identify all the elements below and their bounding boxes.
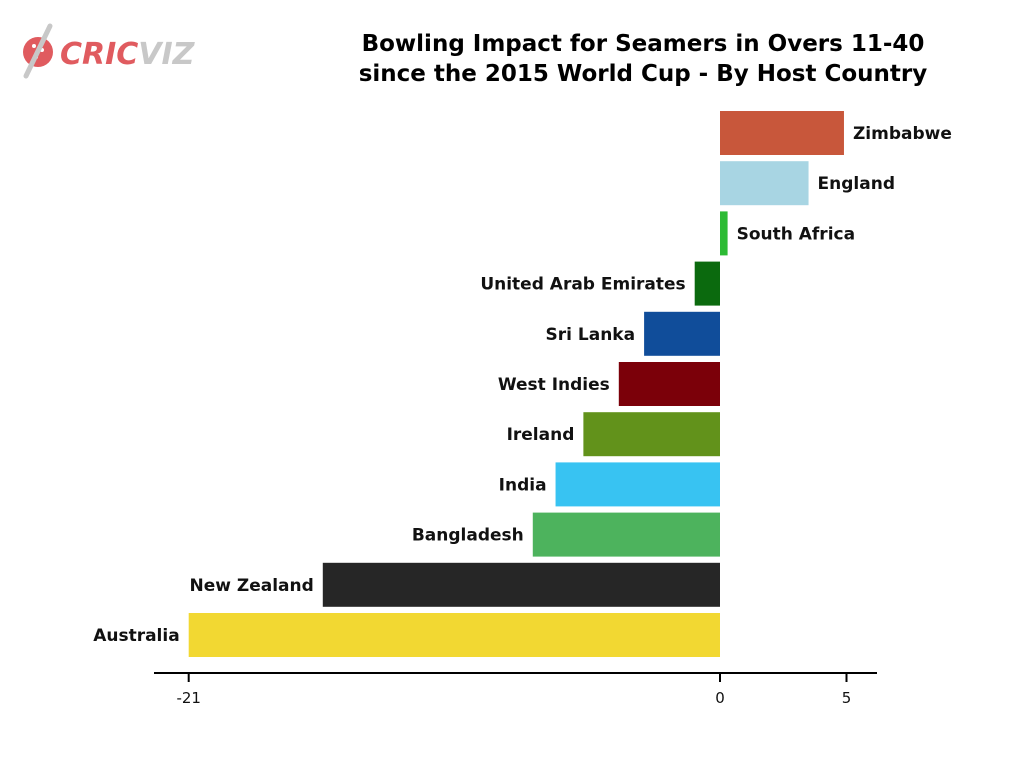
title-line-2: since the 2015 World Cup - By Host Count…	[359, 61, 928, 87]
logo-text-cric: CRIC	[60, 37, 138, 72]
bar-united-arab-emirates	[694, 261, 720, 306]
bar-australia	[188, 613, 720, 657]
logo-text-viz: VIZ	[138, 37, 195, 72]
label-zimbabwe: Zimbabwe	[853, 124, 952, 144]
bar-west-indies	[618, 362, 720, 406]
x-tick-label-neg21: -21	[176, 689, 201, 707]
bar-india	[555, 462, 720, 507]
title-line-1: Bowling Impact for Seamers in Overs 11-4…	[362, 31, 925, 57]
bar-sri-lanka	[644, 311, 720, 356]
label-west-indies: West Indies	[498, 375, 610, 395]
bar-ireland	[583, 412, 720, 457]
bar-england	[720, 161, 809, 206]
label-south-africa: South Africa	[737, 224, 856, 244]
label-sri-lanka: Sri Lanka	[546, 325, 636, 345]
logo-text: CRICVIZ	[60, 37, 196, 72]
label-new-zealand: New Zealand	[190, 576, 314, 596]
category-labels-group: Zimbabwe England South Africa United Arab E…	[93, 124, 952, 646]
bars-group	[188, 111, 844, 657]
bar-south-africa	[720, 211, 728, 256]
chart-title: Bowling Impact for Seamers in Overs 11-4…	[359, 31, 928, 87]
x-tick-label-0: 0	[715, 689, 725, 707]
label-england: England	[818, 174, 895, 194]
label-india: India	[499, 475, 547, 495]
label-united-arab-emirates: United Arab Emirates	[480, 275, 685, 295]
x-axis: -21 0 5	[154, 672, 877, 707]
bar-zimbabwe	[720, 111, 844, 155]
x-tick-label-5: 5	[842, 689, 852, 707]
label-bangladesh: Bangladesh	[412, 526, 524, 546]
label-ireland: Ireland	[507, 425, 575, 445]
cricket-ball-bat-icon	[23, 23, 53, 79]
bar-bangladesh	[532, 512, 720, 557]
cricviz-logo: CRICVIZ	[23, 23, 196, 79]
bar-new-zealand	[322, 562, 720, 607]
label-australia: Australia	[93, 626, 180, 646]
